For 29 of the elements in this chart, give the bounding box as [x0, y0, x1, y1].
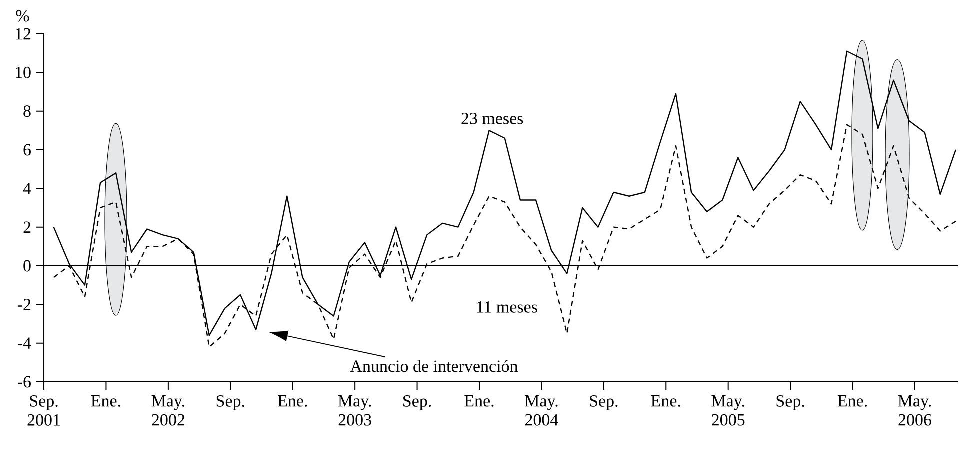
x-tick-label: Ene.: [651, 396, 680, 407]
x-tick-label: Sep. 2001: [28, 396, 60, 426]
y-tick-label: 10: [16, 66, 31, 78]
y-tick-label: 6: [24, 144, 32, 156]
y-tick-label: 0: [24, 260, 31, 272]
x-tick-label: Ene.: [464, 396, 494, 407]
series-label: 11 meses: [477, 301, 538, 313]
x-tick-label: Sep.: [404, 396, 432, 410]
annotation: Anuncio de intervención: [350, 360, 518, 372]
x-tick-label: May. 2005: [712, 396, 745, 426]
y-tick-label: 12: [16, 28, 31, 40]
y-tick-label: 8: [24, 106, 31, 118]
x-tick-label: May. 2003: [338, 396, 372, 426]
x-tick-label: Sep.: [590, 396, 618, 410]
x-tick-label: May. 2006: [898, 396, 932, 426]
y-tick-label: 4: [23, 183, 32, 194]
y-tick-label: -6: [18, 376, 32, 388]
x-tick-label: Sep.: [216, 396, 244, 410]
x-tick-label: Sep.: [776, 396, 804, 410]
x-tick-label: Ene.: [838, 396, 867, 407]
y-tick-label: 2: [24, 222, 31, 233]
x-tick-label: Ene.: [91, 396, 120, 407]
x-tick-label: Ene.: [278, 396, 308, 407]
y-axis-title: %: [16, 10, 30, 22]
series-label: 23 meses: [462, 112, 524, 124]
y-tick-label: -4: [18, 338, 32, 349]
x-tick-label: May. 2004: [525, 396, 558, 426]
y-tick-label: -2: [18, 299, 31, 310]
x-tick-label: May. 2002: [152, 396, 184, 426]
